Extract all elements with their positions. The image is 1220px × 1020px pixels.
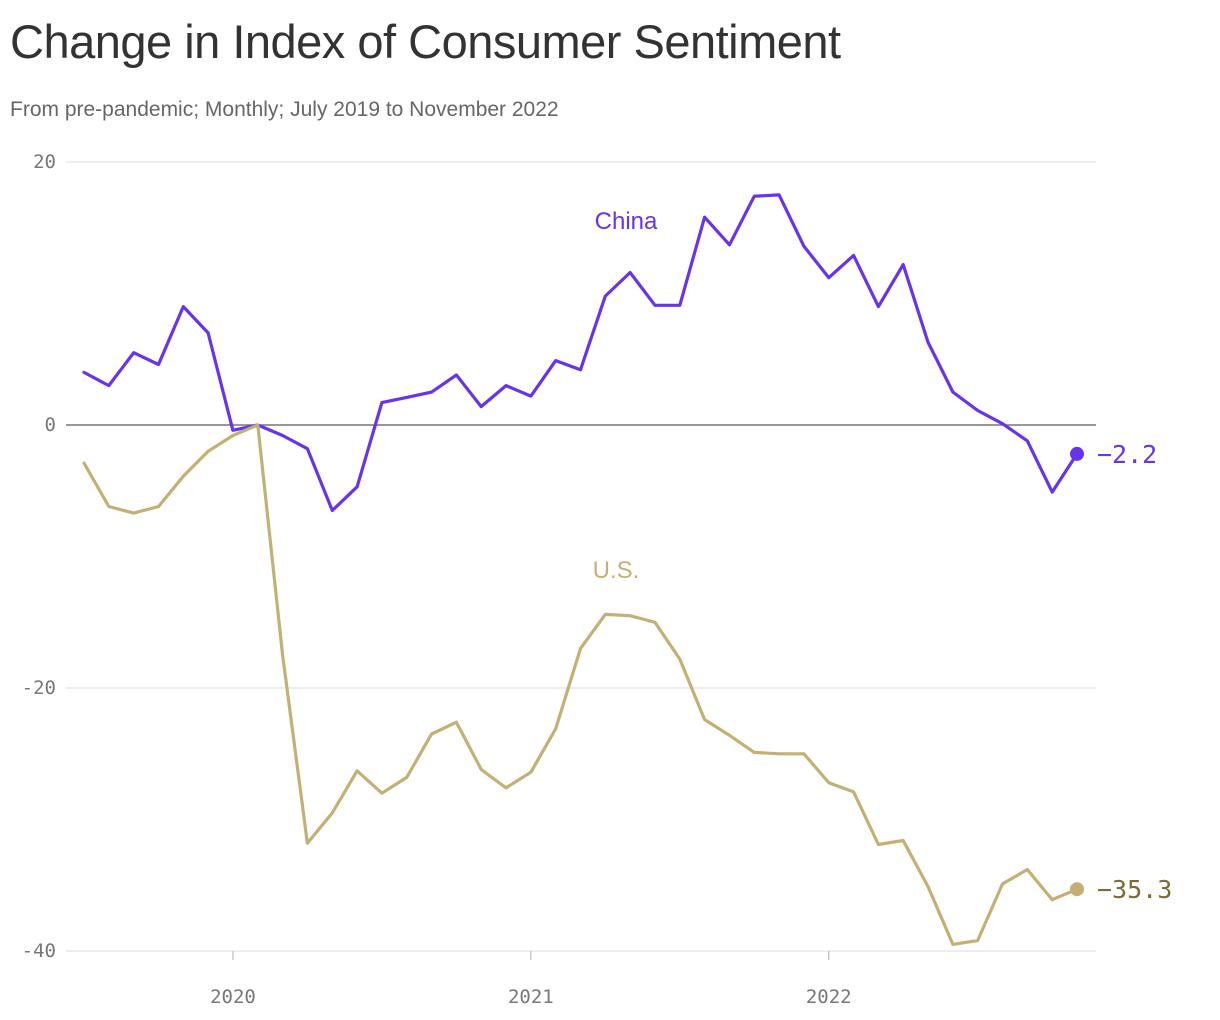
series-lines bbox=[82, 193, 1084, 947]
x-tick-label: 2020 bbox=[210, 986, 256, 1008]
series-line-china bbox=[82, 193, 1079, 513]
series-name-label-us: U.S. bbox=[593, 557, 640, 584]
axis-labels: 20 0 -20 -40 2020 2021 2022 bbox=[22, 151, 852, 1008]
y-tick-label: -40 bbox=[22, 940, 56, 962]
series-labels: −2.2 China −35.3 U.S. bbox=[593, 208, 1173, 904]
x-tick-label: 2021 bbox=[508, 986, 554, 1008]
end-value-label-china: −2.2 bbox=[1097, 440, 1157, 469]
end-point-china bbox=[1070, 446, 1084, 461]
x-tick-label: 2022 bbox=[806, 986, 852, 1008]
y-tick-label: -20 bbox=[22, 677, 56, 699]
series-name-label-china: China bbox=[595, 208, 658, 235]
chart-subtitle: From pre-pandemic; Monthly; July 2019 to… bbox=[10, 98, 559, 121]
chart-title: Change in Index of Consumer Sentiment bbox=[10, 15, 841, 68]
series-line-us bbox=[82, 423, 1079, 947]
end-value-label-us: −35.3 bbox=[1097, 875, 1172, 904]
end-point-us bbox=[1070, 882, 1084, 897]
y-tick-label: 20 bbox=[33, 151, 56, 173]
y-tick-label: 0 bbox=[45, 414, 56, 436]
grid-lines bbox=[66, 161, 1096, 952]
